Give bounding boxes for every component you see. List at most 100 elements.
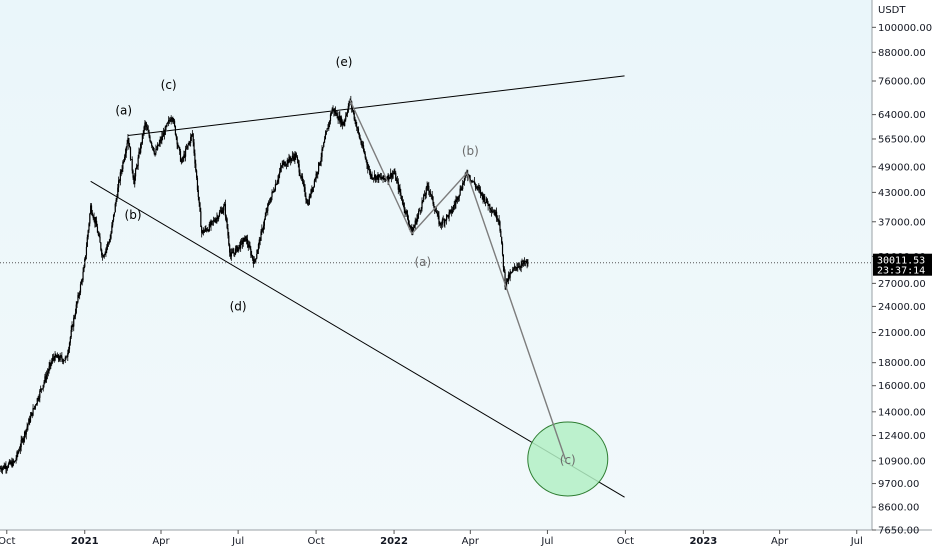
candle-body [282,162,284,166]
candle-body [498,219,500,222]
candle-body [429,192,432,195]
candle-body [58,358,60,361]
candle-body [31,412,33,416]
candle-body [270,196,272,202]
candle-body [232,252,234,254]
candle-body [523,260,525,264]
candle-body [120,171,122,173]
candle-body [194,153,196,164]
candle-body [435,211,438,214]
candle-body [44,376,46,382]
candle-body [340,117,342,123]
candle-body [40,388,43,390]
candle-body [464,173,466,179]
candle-body [401,200,404,204]
candle-body [295,156,298,158]
candle-body [12,460,14,467]
candle-body [399,187,401,193]
candle-body [451,209,453,213]
candle-body [218,212,221,217]
candle-body [18,449,21,451]
candle-body [527,262,529,264]
candle-body [146,126,148,128]
candle-body [21,439,23,441]
y-tick-label: 12400.00 [878,431,926,442]
candle-body [396,180,399,182]
candle-body [242,241,244,245]
candle-body [436,213,438,214]
candle-body [323,139,326,143]
candle-body [490,208,492,211]
candle-body [11,462,13,467]
candle-body [140,143,143,145]
candle-body [1,467,4,471]
candle-body [90,205,92,214]
candle-body [233,252,235,254]
candle-body [126,143,128,148]
candle-body [363,150,365,154]
candle-body [341,121,343,126]
candle-body [279,167,282,172]
candle-body [518,266,520,268]
candle-body [384,178,386,180]
candle-body [287,160,289,164]
candle-body [245,236,247,242]
candle-body [290,159,292,161]
candle-body [362,145,364,147]
candle-body [319,161,321,166]
candle-body [405,210,407,214]
candle-body [49,362,51,367]
candle-body [169,120,171,122]
candle-body [391,174,393,178]
candle-body [1,469,3,471]
x-tick-label: Jul [540,536,553,547]
candle-body [257,243,260,251]
candle-body [150,141,152,143]
candle-body [460,188,462,190]
candle-body [258,239,260,244]
candle-body [323,142,325,148]
candle-body [469,179,471,181]
candle-body [359,137,361,140]
candle-body [419,210,421,212]
candle-body [392,173,394,175]
candle-body [101,255,104,257]
candle-body [132,170,134,178]
candle-body [113,212,116,215]
candle-body [426,185,428,188]
candle-body [23,431,26,438]
candle-body [159,139,161,143]
candle-body [15,458,17,461]
current-price-countdown: 23:37:14 [877,266,925,277]
candle-body [66,356,68,358]
candle-body [422,200,424,202]
candle-body [455,200,457,204]
candle-body [269,201,271,203]
candle-body [218,216,220,220]
candle-body [151,142,153,146]
candle-body [259,239,261,241]
candle-body [328,122,330,129]
candle-body [250,248,252,256]
candle-body [280,166,282,168]
candle-body [3,465,5,469]
candle-body [248,245,250,248]
candle-body [19,447,21,450]
candle-body [115,199,117,204]
candle-body [507,278,509,281]
candle-body [225,216,227,219]
candle-body [518,266,521,268]
candle-body [449,210,451,213]
candle-body [273,191,275,193]
candle-body [73,316,76,318]
candle-body [4,465,6,469]
candle-body [342,121,344,126]
candle-body [129,147,132,160]
candle-body [182,157,184,159]
candle-body [432,196,434,204]
candle-body [403,203,405,210]
candle-body [174,125,177,135]
candle-body [168,120,170,123]
candle-body [417,214,419,218]
